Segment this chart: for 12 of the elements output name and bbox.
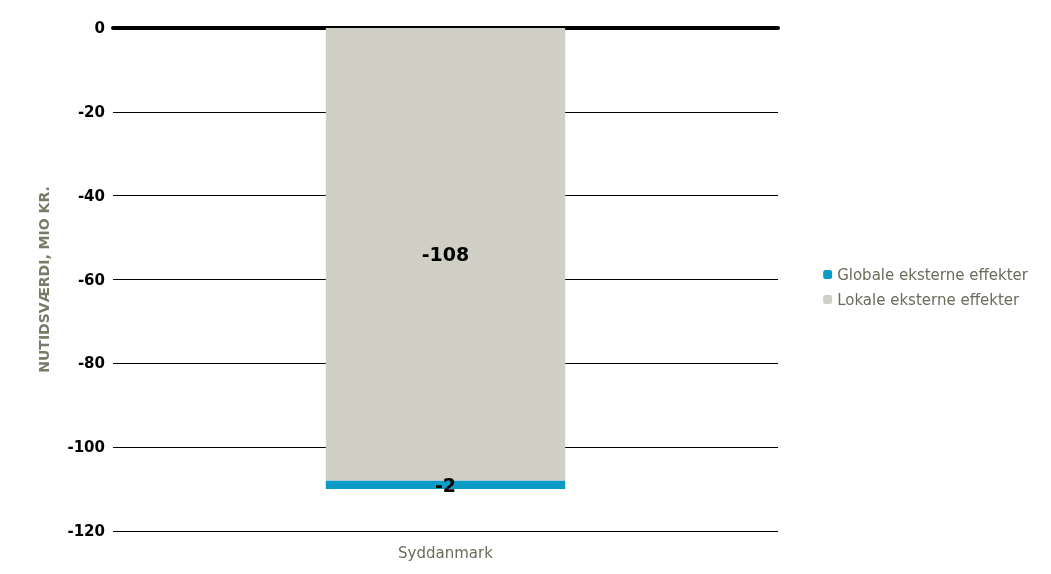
legend-label: Lokale eksterne effekter — [837, 290, 1021, 309]
y-tick-label: -80 — [77, 354, 105, 373]
y-tick-label: 0 — [94, 19, 105, 37]
x-tick-label: Syddanmark — [398, 543, 494, 562]
y-tick-label: -100 — [67, 438, 105, 457]
y-tick-label: -120 — [67, 522, 105, 540]
y-axis-title: NUTIDSVÆRDI, MIO KR. — [36, 186, 52, 373]
y-tick-label: -20 — [77, 102, 105, 121]
data-label: -108 — [421, 243, 470, 266]
legend-label: Globale eksterne effekter — [837, 265, 1029, 284]
y-tick-label: -40 — [77, 186, 105, 205]
y-tick-label: -60 — [77, 270, 105, 289]
